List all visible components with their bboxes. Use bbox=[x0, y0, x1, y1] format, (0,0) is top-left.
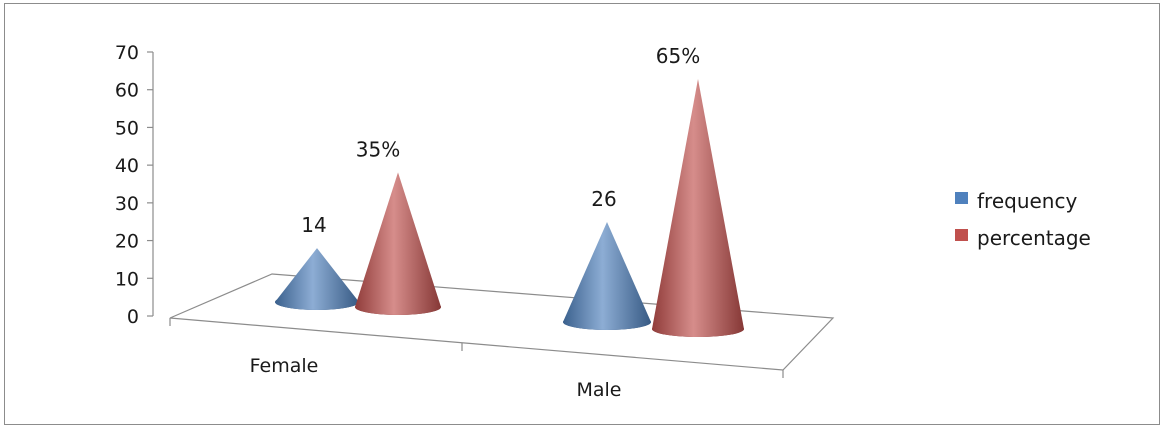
legend-swatch-percentage bbox=[955, 229, 968, 241]
y-tick-label: 70 bbox=[115, 42, 139, 64]
x-category-label: Male bbox=[576, 379, 621, 401]
y-tick-label: 30 bbox=[115, 193, 139, 215]
legend-label-percentage: percentage bbox=[977, 226, 1091, 250]
data-label: 35% bbox=[356, 137, 400, 161]
legend-swatch-frequency bbox=[955, 192, 968, 204]
y-tick-label: 40 bbox=[115, 155, 139, 177]
y-tick-label: 20 bbox=[115, 231, 139, 253]
legend-label-frequency: frequency bbox=[977, 189, 1077, 213]
data-label: 26 bbox=[591, 187, 616, 211]
floor-plane bbox=[169, 273, 835, 371]
cone-body bbox=[275, 248, 359, 310]
data-label: 65% bbox=[656, 44, 700, 68]
cone-percentage-female bbox=[355, 172, 441, 315]
cone-body bbox=[652, 78, 744, 337]
y-tick-label: 0 bbox=[127, 306, 139, 328]
x-category-label: Female bbox=[250, 355, 319, 377]
cone-body bbox=[563, 221, 651, 330]
cone-frequency-female bbox=[275, 248, 359, 310]
cone-body bbox=[355, 172, 441, 315]
y-tick-label: 50 bbox=[115, 117, 139, 139]
cone-percentage-male bbox=[652, 78, 744, 337]
y-tick-label: 10 bbox=[115, 268, 139, 290]
y-tick-label: 60 bbox=[115, 80, 139, 102]
chart-frame bbox=[4, 3, 1160, 425]
data-label: 14 bbox=[301, 213, 326, 237]
cone-frequency-male bbox=[563, 221, 651, 330]
